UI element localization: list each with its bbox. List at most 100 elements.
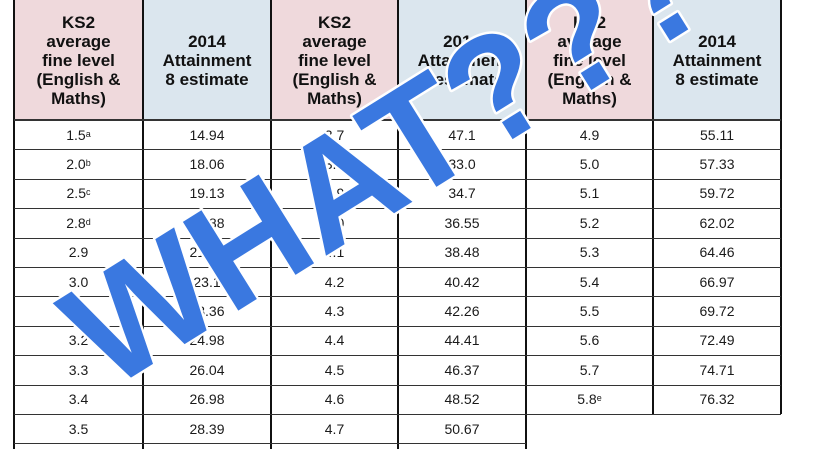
table-cell: 44.41 <box>398 326 526 355</box>
table-cell: 2.0 b <box>66 156 91 173</box>
table-cell: 69.72 <box>653 296 781 325</box>
header-line: KS2 <box>572 12 607 32</box>
cell-value: 59.72 <box>699 185 735 202</box>
cell-value: 4.5 <box>324 361 345 378</box>
table-cell: 24.98 <box>143 326 271 355</box>
table-cell: 76.32 <box>653 385 781 414</box>
column-divider <box>780 0 782 414</box>
row-divider <box>14 149 781 151</box>
cell-value: 66.97 <box>699 273 735 290</box>
cell-value: 2.0 <box>66 156 86 173</box>
cell-value: 50.67 <box>444 420 480 437</box>
header-ks2-fine-level: KS2 average fine level (English & Maths) <box>526 0 653 120</box>
table-cell: 3.5 <box>14 414 143 443</box>
table-cell: 3.9 <box>271 179 398 208</box>
cell-value: 74.71 <box>699 361 735 378</box>
table-cell: 3.8 <box>271 149 398 178</box>
column-divider <box>142 0 144 450</box>
cell-value: 4.6 <box>324 391 345 408</box>
header-line: 2014 <box>443 31 481 51</box>
cell-value: 23.36 <box>189 303 225 320</box>
cell-value: 36.55 <box>444 214 480 231</box>
table-cell: 4.2 <box>271 267 398 296</box>
cell-value: 3.7 <box>324 126 345 143</box>
cell-value: 40.42 <box>444 273 480 290</box>
column-divider <box>525 0 527 450</box>
header-line: fine level <box>298 50 371 70</box>
header-line: 8 estimate <box>675 69 759 89</box>
cell-value: 33.0 <box>448 156 476 173</box>
cell-value: 20.88 <box>189 214 225 231</box>
header-line: Attainment <box>162 50 252 70</box>
table-cell: 14.94 <box>143 120 271 149</box>
table-cell: 5.2 <box>526 208 653 237</box>
column-divider <box>13 0 15 450</box>
row-divider <box>14 384 781 386</box>
cell-value: 2.8 <box>66 214 86 231</box>
header-line: KS2 <box>61 12 96 32</box>
column-divider <box>652 0 654 414</box>
table-cell: 4.1 <box>271 238 398 267</box>
table-cell: 19.13 <box>143 179 271 208</box>
cell-value: 23.1 <box>193 273 221 290</box>
cell-value: 38.48 <box>444 244 480 261</box>
header-line: KS2 <box>317 12 352 32</box>
table-cell: 3.2 <box>14 326 143 355</box>
column-divider <box>397 0 399 450</box>
table-cell: 33.0 <box>398 149 526 178</box>
table-cell: 66.97 <box>653 267 781 296</box>
cell-value: 5.4 <box>579 273 600 290</box>
cell-value: 18.06 <box>189 156 225 173</box>
table-cell: 47.1 <box>398 120 526 149</box>
cell-value: 42.26 <box>444 303 480 320</box>
cell-value: 64.46 <box>699 244 735 261</box>
cell-value: 3.1 <box>68 303 89 320</box>
cell-value: 5.8 <box>577 391 597 408</box>
cell-value: 72.49 <box>699 332 735 349</box>
table-cell: 50.67 <box>398 414 526 443</box>
table-cell: 4.4 <box>271 326 398 355</box>
table-cell: 2.9 <box>14 238 143 267</box>
cell-value: 5.3 <box>579 244 600 261</box>
table-cell: 36.55 <box>398 208 526 237</box>
header-line: (English & <box>36 69 121 89</box>
cell-value: 76.32 <box>699 391 735 408</box>
header-attainment-8-estimate: 2014 Attainment 8 estimate <box>653 0 781 120</box>
cell-value: 5.0 <box>579 156 600 173</box>
table-cell: 5.5 <box>526 296 653 325</box>
cell-value: 47.1 <box>448 126 476 143</box>
table-cell: 48.52 <box>398 385 526 414</box>
cell-value: 3.4 <box>68 391 89 408</box>
table-cell: 72.49 <box>653 326 781 355</box>
header-line: Maths) <box>562 88 617 108</box>
cell-value: 28.39 <box>189 420 225 437</box>
cell-value: 5.2 <box>579 214 600 231</box>
table-cell: 20.88 <box>143 208 271 237</box>
table-cell: 18.06 <box>143 149 271 178</box>
cell-value: 57.33 <box>699 156 735 173</box>
table-cell: 3.1 <box>14 296 143 325</box>
table-cell: 28.39 <box>143 414 271 443</box>
cell-value: 26.98 <box>189 391 225 408</box>
table-cell: 26.04 <box>143 355 271 384</box>
cell-value: 46.37 <box>444 361 480 378</box>
row-divider <box>14 443 526 445</box>
header-line: 8 estimate <box>420 69 504 89</box>
cell-value: 5.1 <box>579 185 600 202</box>
cell-value: 1.5 <box>66 126 86 143</box>
cell-value: 3.0 <box>68 273 89 290</box>
row-divider <box>14 178 781 180</box>
header-line: Attainment <box>417 50 507 70</box>
cell-value: 3.3 <box>68 361 89 378</box>
table-cell: 5.4 <box>526 267 653 296</box>
cell-value: 4.4 <box>324 332 345 349</box>
table-cell: 2.8 d <box>66 214 91 231</box>
column-divider <box>270 0 272 450</box>
cell-value: 2.9 <box>68 244 89 261</box>
header-line: average <box>46 31 111 51</box>
table-cell: 4.6 <box>271 385 398 414</box>
cell-value: 62.02 <box>699 214 735 231</box>
cell-value: 4.3 <box>324 303 345 320</box>
table-cell: 59.72 <box>653 179 781 208</box>
